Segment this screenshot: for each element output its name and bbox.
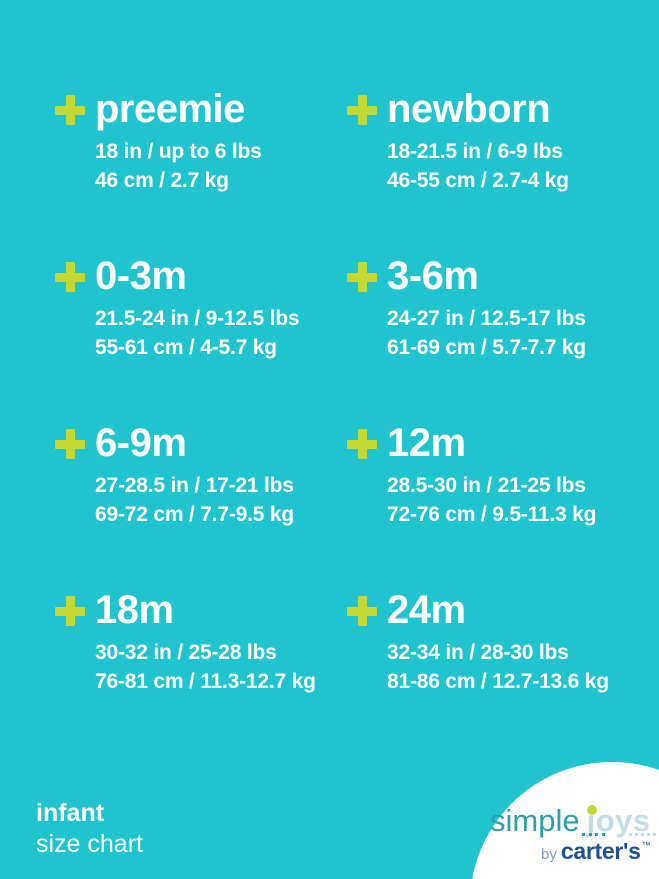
plus-icon [55,596,85,626]
size-entry-24m: 24m 32-34 in / 28-30 lbs 81-86 cm / 12.7… [347,585,615,752]
plus-icon [55,262,85,292]
size-label: 3-6m [387,254,479,298]
size-entry-12m: 12m 28.5-30 in / 21-25 lbs 72-76 cm / 9.… [347,418,615,585]
logo-carters-text: carter's [560,838,641,864]
footer-subtitle: size chart [36,830,143,858]
trademark-symbol: ™ [641,840,651,850]
dots-teal-icon [582,833,605,836]
size-metric: 46 cm / 2.7 kg [95,169,229,192]
dots-blue-icon [629,833,656,836]
size-label: 24m [387,588,466,632]
size-metric: 55-61 cm / 4-5.7 kg [95,336,277,359]
size-label: 6-9m [95,421,187,465]
logo-dotted-underline [470,833,659,837]
size-metric: 69-72 cm / 7.7-9.5 kg [95,503,294,526]
size-metric: 61-69 cm / 5.7-7.7 kg [387,336,586,359]
size-metric: 81-86 cm / 12.7-13.6 kg [387,670,609,693]
size-imperial: 24-27 in / 12.5-17 lbs [387,307,586,330]
logo-byline: by carter's ™ [541,838,651,865]
size-entry-newborn: newborn 18-21.5 in / 6-9 lbs 46-55 cm / … [347,84,615,251]
size-imperial: 30-32 in / 25-28 lbs [95,641,277,664]
size-imperial: 18 in / up to 6 lbs [95,140,262,163]
plus-icon [347,262,377,292]
size-grid: preemie 18 in / up to 6 lbs 46 cm / 2.7 … [55,84,615,752]
plus-icon [347,95,377,125]
size-metric: 46-55 cm / 2.7-4 kg [387,169,569,192]
size-label: preemie [95,87,245,131]
plus-icon [347,596,377,626]
footer-category: infant [36,799,105,827]
size-metric: 76-81 cm / 11.3-12.7 kg [95,670,316,693]
size-label: 12m [387,421,466,465]
size-entry-preemie: preemie 18 in / up to 6 lbs 46 cm / 2.7 … [55,84,347,251]
plus-icon [55,95,85,125]
size-metric: 72-76 cm / 9.5-11.3 kg [387,503,597,526]
size-label: 0-3m [95,254,187,298]
size-imperial: 21.5-24 in / 9-12.5 lbs [95,307,300,330]
logo-text-joys: joys [586,803,651,838]
size-entry-0-3m: 0-3m 21.5-24 in / 9-12.5 lbs 55-61 cm / … [55,251,347,418]
logo-by-text: by [541,846,557,863]
size-entry-3-6m: 3-6m 24-27 in / 12.5-17 lbs 61-69 cm / 5… [347,251,615,418]
size-imperial: 32-34 in / 28-30 lbs [387,641,569,664]
logo-text-simple: simple [490,803,580,838]
brand-logo-circle: simple joys by carter's ™ [470,762,659,879]
size-label: newborn [387,87,551,131]
logo-wordmark: simple joys [490,803,651,838]
plus-icon [347,429,377,459]
plus-icon [55,429,85,459]
size-imperial: 28.5-30 in / 21-25 lbs [387,474,586,497]
size-entry-6-9m: 6-9m 27-28.5 in / 17-21 lbs 69-72 cm / 7… [55,418,347,585]
logo-joys-word: joys [586,803,651,838]
size-imperial: 18-21.5 in / 6-9 lbs [387,140,563,163]
size-entry-18m: 18m 30-32 in / 25-28 lbs 76-81 cm / 11.3… [55,585,347,752]
logo-j-dot-icon [586,805,597,815]
chart-footer: infant size chart [36,798,143,860]
size-imperial: 27-28.5 in / 17-21 lbs [95,474,294,497]
size-label: 18m [95,588,174,632]
